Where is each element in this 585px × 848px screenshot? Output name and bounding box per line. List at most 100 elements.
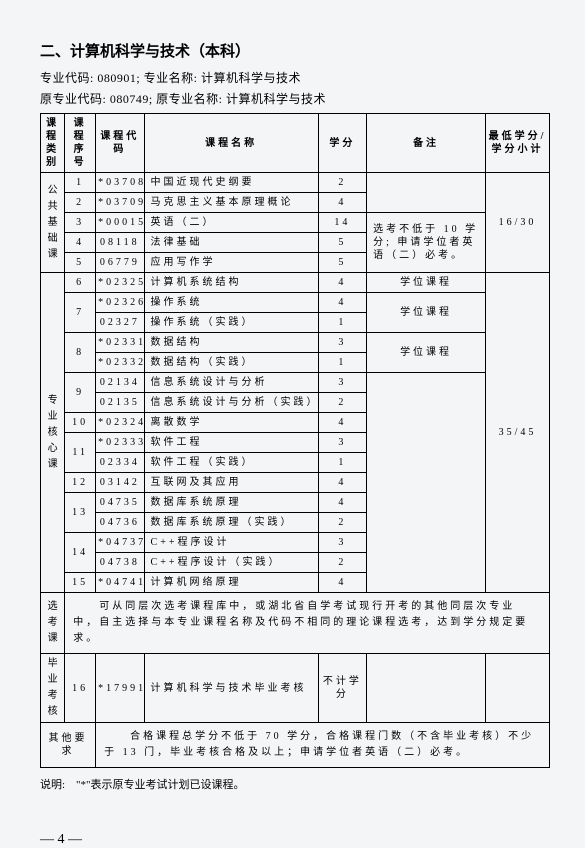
other-text: 合格课程总学分不低于 70 学分，合格课程门数（不含毕业考核）不少于 13 门，… [96,723,550,768]
cell-seq: 4 [65,233,96,253]
cell-remark: 选考不低于 10 学分; 申请学位者英语（二）必考。 [367,213,486,273]
course-table: 课程类别 课程序号 课程代码 课程名称 学分 备注 最低学分/学分小计 公共基础… [40,113,550,768]
cell-code: *00015 [96,213,144,233]
cell-credit: 3 [318,433,366,453]
elective-text: 可从同层次选考课程库中，或湖北省自学考试现行开考的其他同层次专业中，自主选择与本… [65,593,550,654]
cell-code: 04735 [96,493,144,513]
cell-name: 计算机科学与技术毕业考核 [144,654,318,723]
page-number: — 4 — [40,832,550,848]
cell-code: *02326 [96,293,144,313]
cell-remark [367,373,486,593]
cell-credit: 4 [318,573,366,593]
header-credit: 学分 [318,114,366,173]
cell-credit: 1 [318,453,366,473]
cell-code: *04741 [96,573,144,593]
cell-credit: 3 [318,533,366,553]
cell-code: *17991 [96,654,144,723]
cell-seq: 12 [65,473,96,493]
table-row: 3 *00015 英语（二） 14 选考不低于 10 学分; 申请学位者英语（二… [41,213,550,233]
cell-remark: 学位课程 [367,273,486,293]
cell-credit: 1 [318,313,366,333]
cell-name: 信息系统设计与分析（实践） [144,393,318,413]
cell-name: 英语（二） [144,213,318,233]
cell-credit: 2 [318,553,366,573]
cell-credit: 4 [318,493,366,513]
cell-name: 数据结构 [144,333,318,353]
cell-name: C++程序设计（实践） [144,553,318,573]
cell-credit: 14 [318,213,366,233]
footer-note: 说明: "*"表示原专业考试计划已设课程。 [40,776,550,792]
cell-code: *02332 [96,353,144,373]
cell-seq: 2 [65,193,96,213]
cell-seq: 8 [65,333,96,373]
cell-code: 02135 [96,393,144,413]
cell-name: 中国近现代史纲要 [144,173,318,193]
cell-name: 数据库系统原理 [144,493,318,513]
table-row: 8 *02331 数据结构 3 学位课程 [41,333,550,353]
cell-name: 离散数学 [144,413,318,433]
table-row: 7 *02326 操作系统 4 学位课程 [41,293,550,313]
table-header-row: 课程类别 课程序号 课程代码 课程名称 学分 备注 最低学分/学分小计 [41,114,550,173]
cell-name: 计算机系统结构 [144,273,318,293]
category-grad: 毕业考核 [41,654,65,723]
cell-code: 04736 [96,513,144,533]
cell-name: 软件工程（实践） [144,453,318,473]
cell-seq: 5 [65,253,96,273]
cell-seq: 14 [65,533,96,573]
cell-code: *02333 [96,433,144,453]
cell-code: *03708 [96,173,144,193]
cell-remark: 学位课程 [367,333,486,373]
cell-seq: 15 [65,573,96,593]
cell-name: 马克思主义基本原理概论 [144,193,318,213]
section-title: 二、计算机科学与技术（本科） [40,40,550,61]
category-other: 其他要求 [41,723,96,768]
cell-code: 08118 [96,233,144,253]
cell-name: 数据结构（实践） [144,353,318,373]
cell-credit: 不计学分 [318,654,366,723]
cell-code: *03709 [96,193,144,213]
cell-seq: 10 [65,413,96,433]
cell-name: 信息系统设计与分析 [144,373,318,393]
cell-code: *04737 [96,533,144,553]
original-major-code-line: 原专业代码: 080749; 原专业名称: 计算机科学与技术 [40,90,550,107]
category-elective: 选考课 [41,593,65,654]
cell-credit: 2 [318,513,366,533]
category-core: 专业核心课 [41,273,65,593]
header-code: 课程代码 [96,114,144,173]
header-remark: 备注 [367,114,486,173]
cell-code: 03142 [96,473,144,493]
table-row: 公共基础课 1 *03708 中国近现代史纲要 2 16/30 [41,173,550,193]
elective-row: 选考课 可从同层次选考课程库中，或湖北省自学考试现行开考的其他同层次专业中，自主… [41,593,550,654]
header-category: 课程类别 [41,114,65,173]
cell-code: 02334 [96,453,144,473]
cell-seq: 7 [65,293,96,333]
cell-credit: 5 [318,233,366,253]
cell-credit: 5 [318,253,366,273]
cell-name: 应用写作学 [144,253,318,273]
header-seq: 课程序号 [65,114,96,173]
cell-credit: 4 [318,473,366,493]
cell-remark [367,173,486,213]
cell-seq: 6 [65,273,96,293]
cell-seq: 11 [65,433,96,473]
cell-credit: 4 [318,293,366,313]
cell-name: 互联网及其应用 [144,473,318,493]
cell-seq: 16 [65,654,96,723]
cell-remark [367,654,486,723]
category-public: 公共基础课 [41,173,65,273]
cell-credit: 2 [318,173,366,193]
cell-min [486,654,550,723]
cell-code: *02325 [96,273,144,293]
header-min: 最低学分/学分小计 [486,114,550,173]
cell-name: C++程序设计 [144,533,318,553]
cell-code: 02134 [96,373,144,393]
cell-seq: 1 [65,173,96,193]
cell-credit: 4 [318,273,366,293]
cell-min: 16/30 [486,173,550,273]
cell-credit: 3 [318,333,366,353]
cell-code: *02324 [96,413,144,433]
cell-credit: 3 [318,373,366,393]
table-row: 专业核心课 6 *02325 计算机系统结构 4 学位课程 35/45 [41,273,550,293]
cell-credit: 2 [318,393,366,413]
header-name: 课程名称 [144,114,318,173]
